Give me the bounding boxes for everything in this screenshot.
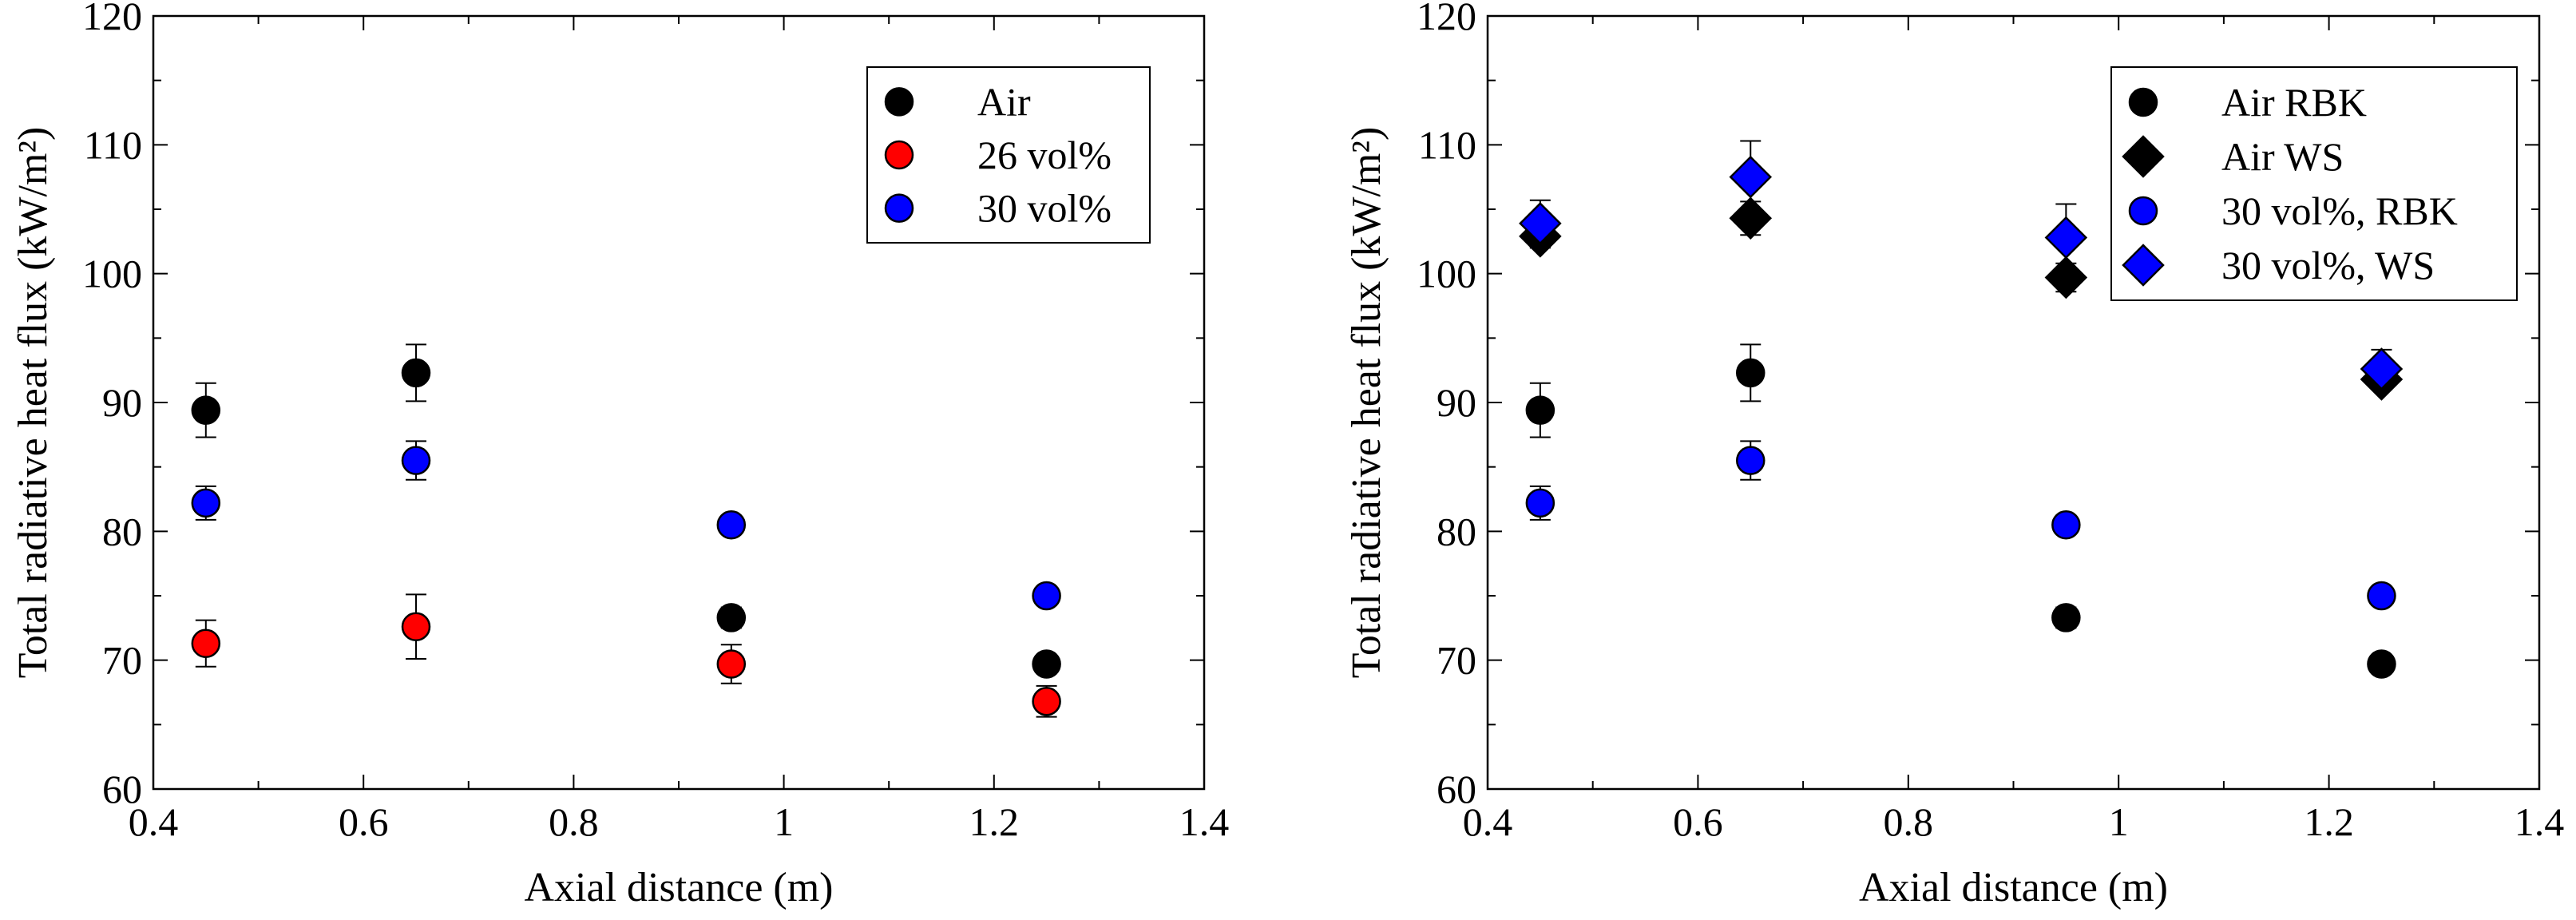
x-tick-label: 1 <box>774 799 794 844</box>
series-air-rbk <box>1525 343 2396 679</box>
legend-box <box>2110 66 2518 301</box>
legend-entry: Air <box>884 79 1031 124</box>
data-point <box>1525 488 1556 518</box>
legend-entry: 30 vol% <box>884 186 1112 231</box>
data-point <box>2044 256 2088 299</box>
y-tick-label: 80 <box>1437 509 1476 553</box>
legend-label: 30 vol%, WS <box>2221 243 2435 288</box>
y-axis-title: Total radiative heat flux (kW/m²) <box>1344 127 1389 679</box>
data-point <box>716 510 747 540</box>
legend-marker <box>2128 87 2158 117</box>
legend-marker <box>884 140 914 170</box>
data-point <box>716 603 747 632</box>
y-axis-title: Total radiative heat flux (kW/m²) <box>10 127 56 679</box>
legend-label: 30 vol% <box>977 186 1112 231</box>
y-tick-label: 80 <box>102 509 142 553</box>
legend-label: 26 vol% <box>977 133 1112 177</box>
legend: Air 26 vol% 30 vol% <box>866 66 1151 244</box>
data-point <box>191 629 221 658</box>
series-air <box>191 343 1061 679</box>
x-tick-label: 0.4 <box>1463 799 1513 844</box>
legend-marker <box>2122 135 2165 178</box>
x-tick-label: 1.4 <box>1179 799 1230 844</box>
data-point <box>2360 347 2404 391</box>
legend-marker <box>2128 196 2158 226</box>
data-point <box>1525 395 1556 425</box>
data-point <box>2367 649 2396 679</box>
series-26-vol <box>191 593 1061 718</box>
y-tick-label: 70 <box>102 638 142 683</box>
legend-marker <box>884 193 914 223</box>
x-axis-title: Axial distance (m) <box>1859 865 2168 910</box>
y-tick-label: 110 <box>1418 122 1476 167</box>
x-tick-label: 1.2 <box>2304 799 2354 844</box>
series-30-vol <box>191 440 1061 611</box>
data-point <box>1729 196 1773 240</box>
x-tick-label: 1 <box>2109 799 2129 844</box>
legend-marker <box>884 87 914 117</box>
y-tick-label: 90 <box>1437 380 1476 425</box>
legend-label: Air WS <box>2221 134 2344 179</box>
series-30-vol-ws <box>1519 140 2404 391</box>
x-axis-title: Axial distance (m) <box>525 865 834 910</box>
legend-marker <box>2122 244 2165 287</box>
data-point <box>1729 155 1773 199</box>
data-point <box>191 395 221 425</box>
y-tick-label: 120 <box>1417 0 1476 38</box>
x-tick-label: 0.8 <box>549 799 599 844</box>
x-tick-label: 0.6 <box>1673 799 1723 844</box>
data-point <box>401 358 431 388</box>
x-tick-label: 0.8 <box>1884 799 1934 844</box>
x-tick-label: 0.4 <box>129 799 179 844</box>
x-tick-label: 1.2 <box>969 799 1020 844</box>
data-point <box>2367 581 2396 611</box>
legend-entry: 26 vol% <box>884 133 1112 177</box>
data-point <box>1032 687 1061 716</box>
y-tick-label: 70 <box>1437 638 1476 683</box>
legend: Air RBK Air WS 30 vol%, RBK 30 vol%, WS <box>2110 66 2518 301</box>
y-tick-label: 90 <box>102 380 142 425</box>
legend-label: Air <box>977 79 1031 124</box>
legend-box <box>866 66 1151 244</box>
y-tick-label: 60 <box>102 767 142 811</box>
right-chart-panel: 0.4 0.6 0.8 1 1.2 1.4 60 70 80 90 100 110 120 Axial d… <box>1344 0 2564 910</box>
data-point <box>1736 446 1766 475</box>
data-point <box>401 612 431 641</box>
data-point <box>1032 581 1061 611</box>
y-tick-label: 60 <box>1437 767 1476 811</box>
data-point <box>1519 201 1562 245</box>
data-point <box>401 446 431 475</box>
data-point <box>716 649 747 679</box>
left-chart-panel: 0.4 0.6 0.8 1 1.2 1.4 60 70 80 90 100 110 120 Axial d… <box>10 0 1229 910</box>
data-point <box>2051 603 2081 632</box>
series-30-vol-rbk <box>1525 440 2396 611</box>
legend-entry: Air WS <box>2122 134 2344 179</box>
y-tick-label: 100 <box>82 252 142 296</box>
x-tick-label: 0.6 <box>339 799 389 844</box>
legend-label: 30 vol%, RBK <box>2221 188 2458 233</box>
legend-entry: Air RBK <box>2128 80 2367 125</box>
data-point <box>1736 358 1766 388</box>
legend-label: Air RBK <box>2221 80 2367 125</box>
data-point <box>191 488 221 518</box>
legend-entry: 30 vol%, WS <box>2122 243 2435 288</box>
y-tick-label: 110 <box>84 122 142 167</box>
x-tick-label: 1.4 <box>2515 799 2565 844</box>
legend-entry: 30 vol%, RBK <box>2128 188 2458 233</box>
y-tick-label: 100 <box>1417 252 1476 296</box>
data-point <box>1032 649 1061 679</box>
y-tick-label: 120 <box>82 0 142 38</box>
data-point <box>2051 510 2081 540</box>
data-point <box>2044 216 2088 260</box>
